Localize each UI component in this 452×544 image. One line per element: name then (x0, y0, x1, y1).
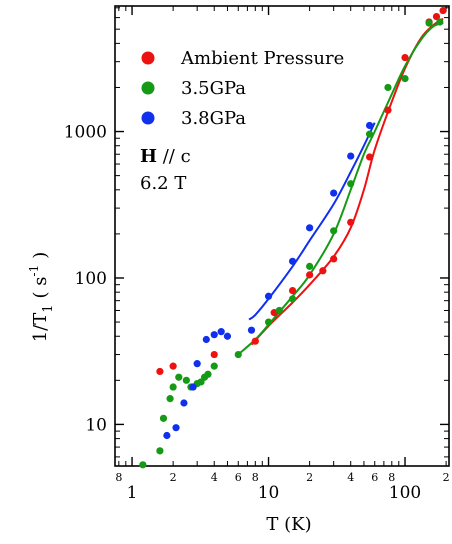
data-point (319, 267, 327, 275)
data-point (330, 189, 338, 197)
data-point (210, 331, 218, 339)
data-point (217, 328, 225, 336)
data-point (401, 74, 409, 83)
data-point (204, 370, 212, 378)
svg-text:H // c: H // c (140, 146, 191, 167)
y-axis: 10 100 1000 (64, 7, 449, 458)
y-axis-label-main: 1/T (30, 313, 51, 343)
data-point (156, 447, 164, 455)
y-axis-label-sub: 1 (41, 304, 56, 312)
y-tick-label: 100 (75, 269, 107, 289)
data-point (288, 257, 297, 265)
svg-text:1/T1( s-1): 1/T1 ( s-1) (27, 252, 56, 343)
legend: Ambient Pressure 3.5GPa 3.8GPa (141, 48, 344, 129)
x-minor-tick-label: 6 (235, 471, 242, 484)
x-tick-label: 10 (258, 483, 280, 503)
data-point (189, 383, 197, 391)
x-minor-tick-label: 2 (170, 471, 177, 484)
data-points (139, 6, 447, 469)
data-point (306, 262, 314, 270)
y-axis-label: 1/T1 ( s-1) (27, 252, 56, 343)
x-minor-tick-label: 2 (306, 471, 313, 484)
data-point (172, 424, 180, 432)
data-point (180, 399, 188, 407)
data-point (251, 337, 259, 345)
data-point (175, 373, 183, 381)
y-axis-label-unit: ( s (30, 276, 51, 298)
data-point (247, 326, 256, 334)
x-tick-label: 1 (127, 483, 138, 503)
data-point (234, 350, 242, 359)
legend-marker (141, 51, 155, 65)
data-point (156, 367, 164, 376)
x-minor-tick-label: 8 (252, 471, 259, 484)
data-point (365, 153, 374, 161)
x-axis-label: T (K) (266, 514, 311, 535)
legend-label: 3.5GPa (181, 78, 246, 99)
data-point (210, 350, 218, 359)
plot-frame (114, 5, 450, 467)
data-point (347, 152, 355, 160)
y-tick-label: 1000 (64, 123, 107, 143)
data-point (384, 106, 392, 114)
data-point (182, 376, 190, 384)
data-point (139, 461, 147, 469)
x-minor-tick-label: 2 (443, 471, 450, 484)
field-direction-bold: H (140, 146, 157, 167)
fit-curve (248, 122, 376, 321)
data-point (365, 121, 374, 130)
data-point (163, 431, 171, 440)
y-tick-label: 10 (85, 415, 107, 435)
data-point (288, 295, 297, 303)
x-minor-tick-label: 6 (371, 471, 378, 484)
data-point (288, 286, 297, 295)
data-point (210, 362, 218, 370)
x-minor-tick-label: 4 (211, 471, 218, 484)
data-point (202, 335, 210, 344)
x-minor-tick-label: 8 (388, 471, 395, 484)
data-point (347, 180, 355, 188)
data-point (169, 383, 177, 391)
x-minor-tick-label: 8 (115, 471, 122, 484)
y-axis-label-exp: -1 (27, 265, 41, 277)
y-axis-label-close: ) (30, 252, 51, 259)
annotations: H // c 6.2 T (140, 146, 191, 194)
x-minor-tick-label: 4 (347, 471, 354, 484)
data-point (264, 318, 273, 326)
data-point (401, 53, 409, 62)
legend-label: 3.8GPa (181, 108, 246, 129)
data-point (425, 19, 433, 27)
data-point (347, 218, 355, 226)
data-point (264, 292, 273, 300)
data-point (436, 18, 444, 26)
data-point (193, 360, 201, 368)
legend-marker (141, 81, 155, 95)
fit-curves (237, 17, 444, 356)
plot-border (114, 5, 450, 467)
data-point (432, 12, 441, 21)
data-point (365, 130, 374, 138)
data-point (169, 362, 177, 370)
data-point (159, 414, 168, 422)
data-point (166, 395, 174, 403)
data-point (223, 332, 232, 340)
data-point (384, 83, 392, 92)
legend-marker (141, 111, 155, 125)
data-point (439, 6, 447, 15)
data-point (330, 227, 338, 235)
data-point (306, 224, 314, 232)
data-point (330, 255, 338, 263)
x-tick-label: 100 (389, 483, 421, 503)
field-value: 6.2 T (140, 173, 186, 194)
data-point (306, 271, 314, 279)
fit-curve (237, 22, 444, 356)
data-point (275, 306, 283, 315)
legend-label: Ambient Pressure (180, 48, 344, 69)
field-direction-text: // c (157, 146, 191, 167)
